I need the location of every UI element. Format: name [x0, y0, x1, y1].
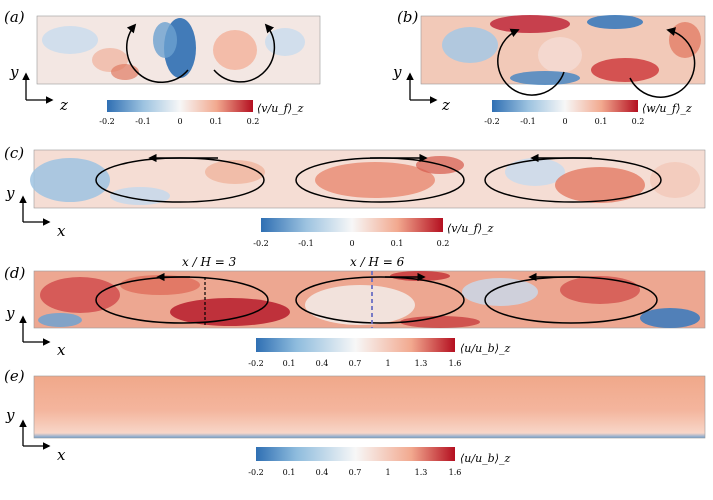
panel-a-vortex-left	[125, 23, 189, 83]
svg-text:-0.1: -0.1	[135, 117, 150, 126]
colorbar-e-label: ⟨u/u_b⟩_z	[460, 452, 510, 465]
panel-e-x-label: x	[57, 446, 66, 464]
svg-text:0.2: 0.2	[632, 117, 645, 126]
panel-c-x-label: x	[57, 222, 66, 240]
colorbar-a	[107, 100, 253, 112]
svg-text:0: 0	[177, 117, 182, 126]
svg-text:0.1: 0.1	[210, 117, 223, 126]
panel-c-label: (c)	[4, 144, 24, 162]
svg-text:0: 0	[349, 239, 354, 248]
svg-text:1: 1	[385, 359, 390, 368]
colorbar-c-label: ⟨v/u_f⟩_z	[447, 222, 494, 235]
svg-text:-0.2: -0.2	[99, 117, 114, 126]
colorbar-c-ticks: -0.2 -0.1 0 0.1 0.2	[253, 239, 449, 248]
panel-d-x-label: x	[57, 341, 66, 359]
panel-b-vortex-left	[497, 28, 565, 96]
svg-text:0.7: 0.7	[349, 359, 362, 368]
svg-text:0.2: 0.2	[247, 117, 260, 126]
colorbar-d	[256, 338, 455, 352]
svg-text:1: 1	[385, 468, 390, 477]
panel-b-axes-icon	[406, 72, 438, 104]
svg-text:0.2: 0.2	[437, 239, 450, 248]
panel-b-vortex-right	[629, 27, 696, 98]
colorbar-e	[256, 447, 455, 461]
panel-a-label: (a)	[4, 8, 25, 26]
svg-text:-0.1: -0.1	[520, 117, 535, 126]
panel-a-axes-icon	[22, 72, 54, 104]
panel-b-label: (b)	[397, 8, 418, 26]
svg-text:0.4: 0.4	[316, 468, 329, 477]
colorbar-b-label: ⟨w/u_f⟩_z	[642, 102, 692, 115]
svg-text:0.4: 0.4	[316, 359, 329, 368]
panel-a-y-label: y	[9, 63, 19, 81]
colorbar-c	[261, 218, 443, 232]
svg-text:0.1: 0.1	[283, 468, 296, 477]
svg-text:1.6: 1.6	[449, 359, 462, 368]
annotation-x-h-6: x / H = 6	[350, 255, 405, 269]
panel-a-x-label: z	[59, 96, 68, 114]
panel-b-x-label: z	[441, 96, 450, 114]
panel-c-patches	[30, 156, 700, 205]
colorbar-d-label: ⟨u/u_b⟩_z	[460, 342, 510, 355]
svg-text:0: 0	[562, 117, 567, 126]
svg-text:1.3: 1.3	[415, 359, 428, 368]
panel-d-axes-icon	[19, 315, 51, 346]
svg-text:1.6: 1.6	[449, 468, 462, 477]
colorbar-a-ticks: -0.2 -0.1 0 0.1 0.2	[99, 117, 259, 126]
panel-d-y-label: y	[5, 304, 15, 322]
panel-e-axes-icon	[19, 419, 51, 450]
svg-text:-0.2: -0.2	[248, 359, 263, 368]
colorbar-e-ticks: -0.2 0.1 0.4 0.7 1 1.3 1.6	[248, 468, 461, 477]
panel-d-roll-2	[295, 276, 465, 324]
panel-e-field	[33, 375, 706, 439]
svg-text:-0.2: -0.2	[484, 117, 499, 126]
annotation-x-h-3: x / H = 3	[182, 255, 237, 269]
colorbar-b-ticks: -0.2 -0.1 0 0.1 0.2	[484, 117, 644, 126]
svg-text:0.7: 0.7	[349, 468, 362, 477]
panel-e-y-label: y	[5, 406, 15, 424]
svg-text:0.1: 0.1	[283, 359, 296, 368]
svg-text:0.1: 0.1	[391, 239, 404, 248]
colorbar-a-label: ⟨v/u_f⟩_z	[257, 102, 304, 115]
panel-c-axes-icon	[19, 195, 51, 226]
panel-d-patches	[38, 271, 700, 328]
colorbar-b	[492, 100, 638, 112]
colorbar-d-ticks: -0.2 0.1 0.4 0.7 1 1.3 1.6	[248, 359, 461, 368]
panel-c-y-label: y	[5, 184, 15, 202]
panel-a-vortex-right	[213, 23, 276, 83]
svg-text:1.3: 1.3	[415, 468, 428, 477]
svg-text:-0.2: -0.2	[248, 468, 263, 477]
panel-b-patches	[442, 15, 701, 85]
svg-text:-0.1: -0.1	[298, 239, 313, 248]
panel-e-label: (e)	[4, 367, 25, 385]
svg-text:0.1: 0.1	[595, 117, 608, 126]
panel-d-label: (d)	[4, 264, 25, 282]
svg-text:-0.2: -0.2	[253, 239, 268, 248]
panel-b-y-label: y	[392, 63, 402, 81]
